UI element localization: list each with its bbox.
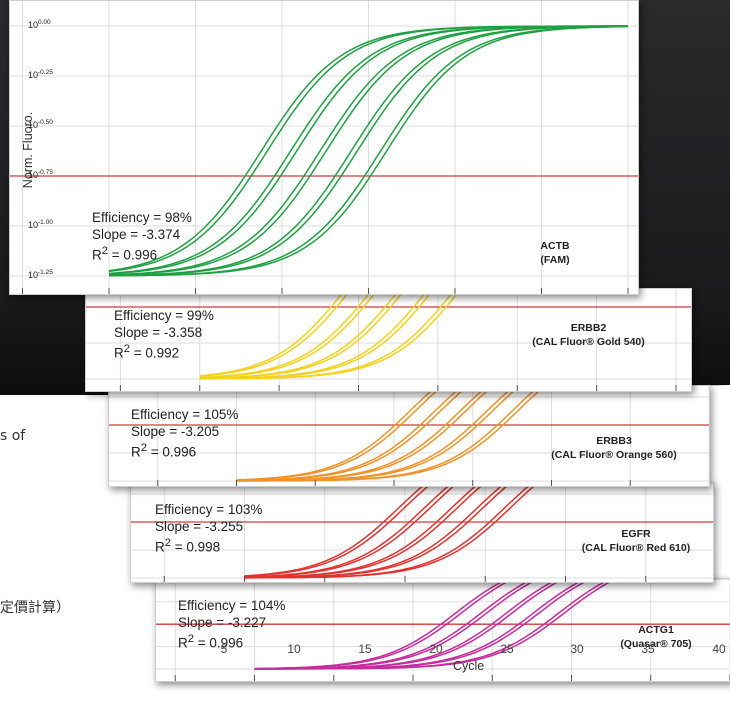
r2-text: R2 = 0.992 <box>114 343 180 361</box>
x-tick-label: 10 <box>287 642 301 656</box>
efficiency-text: Efficiency = 104% <box>178 598 286 613</box>
gene-name: ERBB3 <box>596 435 632 447</box>
panel-egfr: Efficiency = 103% Slope = -3.255 R2 = 0.… <box>130 482 714 583</box>
r2-text: R2 = 0.996 <box>92 245 158 263</box>
dye-name: (FAM) <box>540 254 570 266</box>
plot-actb <box>10 1 638 294</box>
amplification-curve <box>244 483 428 577</box>
x-axis-title: Cycle <box>453 659 485 673</box>
y-tick-label: 10-0.50 <box>28 119 53 130</box>
stats-actb: Efficiency = 98% Slope = -3.374 R2 = 0.9… <box>92 209 192 264</box>
amplification-curve <box>199 289 435 380</box>
gene-label-actg1: ACTG1 (Quasar® 705) <box>596 623 716 651</box>
stats-actg1: Efficiency = 104% Slope = -3.227 R2 = 0.… <box>178 597 285 652</box>
efficiency-text: Efficiency = 99% <box>114 308 214 323</box>
amplification-curve <box>236 386 444 481</box>
slope-text: Slope = -3.205 <box>131 424 220 439</box>
gene-label-erbb3: ERBB3 (CAL Fluor® Orange 560) <box>529 434 699 462</box>
plot-erbb2 <box>86 289 691 391</box>
amplification-curve <box>254 579 515 670</box>
side-text-top: s of <box>0 428 26 444</box>
dye-name: (CAL Fluor® Gold 540) <box>532 336 645 348</box>
y-tick-label: 10-1.25 <box>28 269 53 280</box>
y-axis-title: Norm. Fluoro. <box>21 111 35 189</box>
efficiency-text: Efficiency = 103% <box>155 502 263 517</box>
dye-name: (Quasar® 705) <box>620 638 692 650</box>
amplification-curve <box>244 483 539 579</box>
panel-actb: Norm. Fluoro. 100.00 10-0.25 10-0.50 10-… <box>9 0 639 295</box>
amplification-curve <box>244 483 453 578</box>
amplification-curve <box>236 386 494 482</box>
gene-label-egfr: EGFR (CAL Fluor® Red 610) <box>561 527 711 555</box>
amplification-curve <box>244 483 512 579</box>
y-tick-label: 100.00 <box>28 19 51 30</box>
r2-text: R2 = 0.996 <box>131 442 197 460</box>
slope-text: Slope = -3.358 <box>114 325 203 340</box>
side-text-bottom: 定價計算） <box>0 600 70 616</box>
amplification-curve <box>199 289 407 380</box>
amplification-curve <box>244 483 433 577</box>
y-tick-label: 10-1.00 <box>28 219 53 230</box>
slope-text: Slope = -3.255 <box>155 519 244 534</box>
amplification-curve <box>108 25 628 277</box>
x-tick-label: 35 <box>641 642 655 656</box>
amplification-curve <box>199 289 401 380</box>
gene-name: ACTB <box>540 240 570 252</box>
amplification-curve <box>244 483 459 578</box>
stats-egfr: Efficiency = 103% Slope = -3.255 R2 = 0.… <box>155 501 262 556</box>
x-tick-label: 15 <box>358 642 372 656</box>
slope-text: Slope = -3.374 <box>92 227 181 242</box>
plot-egfr <box>131 483 713 582</box>
gene-name: ACTG1 <box>638 624 674 636</box>
gene-label-actb: ACTB (FAM) <box>515 239 595 267</box>
slope-text: Slope = -3.227 <box>178 615 267 630</box>
efficiency-text: Efficiency = 105% <box>131 407 239 422</box>
amplification-curve <box>236 386 438 481</box>
amplification-curve <box>109 25 628 277</box>
r2-text: R2 = 0.996 <box>178 633 244 651</box>
efficiency-text: Efficiency = 98% <box>92 210 192 225</box>
amplification-curve <box>254 579 618 670</box>
gene-label-erbb2: ERBB2 (CAL Fluor® Gold 540) <box>506 321 671 349</box>
x-tick-label: 5 <box>220 642 228 656</box>
r2-text: R2 = 0.998 <box>155 537 221 555</box>
stats-erbb3: Efficiency = 105% Slope = -3.205 R2 = 0.… <box>131 406 238 461</box>
plot-erbb3 <box>109 386 709 486</box>
amplification-curve <box>199 289 374 379</box>
gene-name: EGFR <box>621 528 651 540</box>
amplification-curve <box>236 386 469 482</box>
x-tick-label: 30 <box>570 642 584 656</box>
amplification-curve <box>199 289 380 379</box>
panel-actg1: Efficiency = 104% Slope = -3.227 R2 = 0.… <box>155 578 730 682</box>
y-tick-label: 10-0.25 <box>28 69 53 80</box>
dye-name: (CAL Fluor® Red 610) <box>581 542 691 554</box>
amplification-curve <box>199 289 347 377</box>
panel-erbb3: Efficiency = 105% Slope = -3.205 R2 = 0.… <box>108 385 710 487</box>
gene-name: ERBB2 <box>570 322 607 334</box>
amplification-curve <box>199 289 353 377</box>
stats-erbb2: Efficiency = 99% Slope = -3.358 R2 = 0.9… <box>114 307 214 362</box>
amplification-curve <box>199 289 462 380</box>
y-tick-label: 10-0.75 <box>28 169 53 180</box>
x-tick-label: 40 <box>712 642 726 656</box>
x-tick-label: 25 <box>500 642 514 656</box>
x-tick-label: 20 <box>429 642 443 656</box>
dye-name: (CAL Fluor® Orange 560) <box>551 449 677 461</box>
panel-erbb2: Efficiency = 99% Slope = -3.358 R2 = 0.9… <box>85 288 692 392</box>
amplification-curve <box>108 25 628 276</box>
